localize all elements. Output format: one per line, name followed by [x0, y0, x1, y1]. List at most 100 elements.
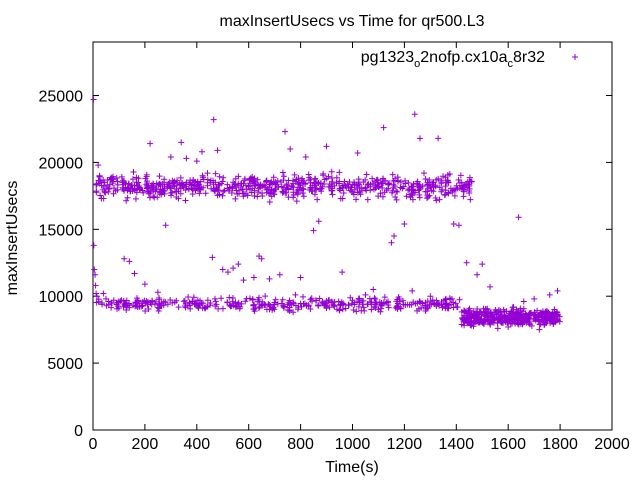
- y-tick-label: 25000: [39, 89, 84, 106]
- data-point: [316, 186, 323, 193]
- data-point: [292, 291, 299, 298]
- data-point: [355, 176, 362, 183]
- x-tick-labels: 0 200 400 600 800 1000 1200 1400 1600 1800 2000: [89, 436, 630, 453]
- data-point: [256, 294, 263, 301]
- data-point: [239, 186, 246, 193]
- data-point: [92, 271, 99, 278]
- data-point: [455, 176, 462, 183]
- data-point: [308, 188, 315, 195]
- data-point: [287, 146, 294, 153]
- data-point: [221, 187, 228, 194]
- data-point: [439, 304, 446, 311]
- data-point: [377, 190, 384, 197]
- data-point: [474, 306, 481, 313]
- data-point: [307, 306, 314, 313]
- data-point: [461, 322, 468, 329]
- data-point: [155, 295, 162, 302]
- data-point: [489, 313, 496, 320]
- data-point: [390, 184, 397, 191]
- data-point: [422, 188, 429, 195]
- data-point: [520, 298, 527, 305]
- data-point: [251, 301, 258, 308]
- data-point: [302, 154, 309, 161]
- data-point: [313, 186, 320, 193]
- data-point: [216, 173, 223, 180]
- data-point: [115, 305, 122, 312]
- data-point: [337, 195, 344, 202]
- data-point: [372, 182, 379, 189]
- data-point: [290, 309, 297, 316]
- data-point: [451, 186, 458, 193]
- data-point: [106, 181, 113, 188]
- data-point: [344, 181, 351, 188]
- data-point: [220, 188, 227, 195]
- data-point: [95, 162, 102, 169]
- data-point: [271, 299, 278, 306]
- data-point: [130, 168, 137, 175]
- data-point: [541, 314, 548, 321]
- data-point: [250, 177, 257, 184]
- data-point: [121, 301, 128, 308]
- data-point: [133, 299, 140, 306]
- data-point: [340, 189, 347, 196]
- data-point: [339, 269, 346, 276]
- data-point: [405, 179, 412, 186]
- data-point: [171, 299, 178, 306]
- data-point: [132, 195, 139, 202]
- data-point: [211, 295, 218, 302]
- data-point: [467, 196, 474, 203]
- data-point: [342, 305, 349, 312]
- axis-ticks: [92, 42, 613, 431]
- data-point: [394, 188, 401, 195]
- data-point: [186, 302, 193, 309]
- data-point: [157, 181, 164, 188]
- data-point: [406, 301, 413, 308]
- data-point: [337, 185, 344, 192]
- data-point: [177, 185, 184, 192]
- data-point: [200, 184, 207, 191]
- data-point: [337, 302, 344, 309]
- data-point: [402, 180, 409, 187]
- data-point: [325, 173, 332, 180]
- data-point: [554, 287, 561, 294]
- data-point: [422, 307, 429, 314]
- data-point: [314, 196, 321, 203]
- data-point: [422, 176, 429, 183]
- y-axis-label: maxInsertUsecs: [4, 181, 21, 296]
- data-point: [100, 195, 107, 202]
- data-point: [371, 295, 378, 302]
- data-point: [508, 308, 515, 315]
- data-point: [460, 184, 467, 191]
- data-point: [175, 195, 182, 202]
- data-point: [330, 301, 337, 308]
- data-point: [433, 176, 440, 183]
- data-point: [401, 220, 408, 227]
- data-point: [366, 295, 373, 302]
- data-point: [200, 176, 207, 183]
- data-point: [474, 271, 481, 278]
- data-point: [307, 185, 314, 192]
- data-point: [290, 191, 297, 198]
- data-point: [507, 320, 514, 327]
- data-point: [427, 293, 434, 300]
- data-point: [246, 176, 253, 183]
- data-point: [450, 299, 457, 306]
- data-point: [515, 214, 522, 221]
- data-point: [167, 185, 174, 192]
- data-point: [293, 198, 300, 205]
- data-point: [501, 308, 508, 315]
- data-point: [171, 183, 178, 190]
- data-point: [353, 308, 360, 315]
- data-point: [481, 316, 488, 323]
- data-point: [263, 189, 270, 196]
- data-point: [188, 181, 195, 188]
- data-point: [93, 189, 100, 196]
- data-point: [310, 227, 317, 234]
- data-point: [415, 187, 422, 194]
- data-point: [349, 297, 356, 304]
- data-point: [408, 183, 415, 190]
- data-point: [333, 306, 340, 313]
- data-point: [354, 150, 361, 157]
- data-point: [409, 196, 416, 203]
